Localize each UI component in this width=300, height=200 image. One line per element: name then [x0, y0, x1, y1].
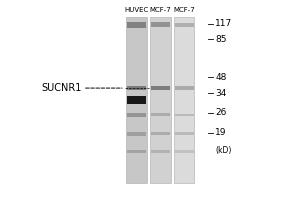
- Text: SUCNR1: SUCNR1: [41, 83, 81, 93]
- Bar: [127, 86, 146, 90]
- Bar: [175, 86, 194, 90]
- Text: 48: 48: [215, 73, 226, 82]
- Bar: [127, 96, 146, 104]
- Text: HUVEC: HUVEC: [124, 7, 149, 13]
- Bar: [175, 132, 194, 135]
- Bar: [151, 86, 170, 90]
- Bar: [151, 113, 170, 116]
- Text: 85: 85: [215, 35, 226, 44]
- Text: 26: 26: [215, 108, 226, 117]
- Bar: [126, 17, 147, 183]
- Bar: [127, 132, 146, 136]
- Text: MCF-7: MCF-7: [150, 7, 171, 13]
- Bar: [127, 22, 146, 28]
- Text: 34: 34: [215, 89, 226, 98]
- Bar: [127, 113, 146, 117]
- Bar: [175, 23, 194, 27]
- Text: 19: 19: [215, 128, 226, 137]
- Bar: [151, 132, 170, 135]
- Bar: [174, 17, 194, 183]
- Text: MCF-7: MCF-7: [173, 7, 195, 13]
- Bar: [175, 114, 194, 116]
- Bar: [151, 150, 170, 153]
- Text: 117: 117: [215, 19, 232, 28]
- Bar: [127, 150, 146, 153]
- Text: (kD): (kD): [215, 146, 232, 155]
- Bar: [150, 17, 171, 183]
- Bar: [175, 150, 194, 153]
- Bar: [151, 22, 170, 27]
